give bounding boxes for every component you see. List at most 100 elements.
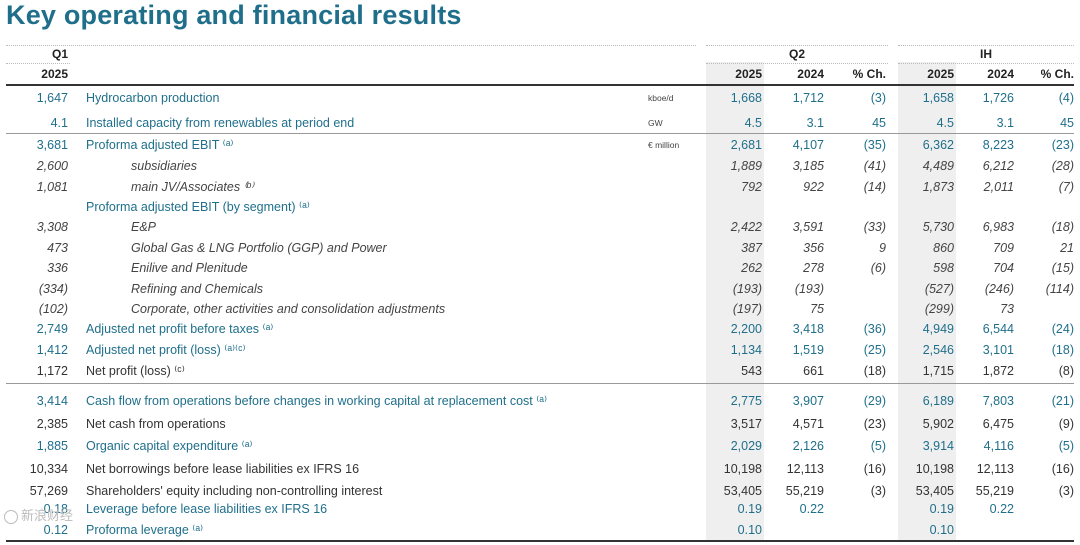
section-rule-1 [6,133,1074,134]
table-bottom-rule [6,540,1074,542]
table-row: 3,681 Proforma adjusted EBIT ⁽ᵃ⁾ € million… [0,135,1080,155]
row-h1-2025: 6,362 [922,138,954,152]
row-q2-change: 45 [872,116,886,130]
table-row: 1,885 Organic capital expenditure ⁽ᵃ⁾ 2,02… [0,436,1080,456]
row-q2-2025: 387 [741,241,762,255]
row-q1-value: 336 [47,261,68,275]
row-h1-change: (16) [1051,462,1074,476]
row-h1-2024: 6,475 [982,417,1014,431]
row-q2-2025: 2,200 [730,322,762,336]
row-q2-change: (33) [863,220,886,234]
row-q2-2025: (193) [732,282,762,296]
row-q1-value: 4.1 [50,116,68,130]
table-row: 2,600 subsidiaries 1,889 3,185 (41) 4,489 6,21… [0,156,1080,176]
row-q1-value: 473 [47,241,68,255]
row-q2-2024: (193) [794,282,824,296]
row-q2-change: (41) [863,159,886,173]
q1-year-header: 2025 [41,67,68,81]
row-q2-change: (14) [863,180,886,194]
row-h1-2024: 2,011 [983,180,1014,194]
row-h1-2024: 704 [993,261,1014,275]
q2-header: Q2 [788,47,805,61]
row-q2-2024: 12,113 [786,462,824,476]
row-q1-value: 0.12 [43,523,68,537]
table-row: 57,269 Shareholders' equity including non… [0,481,1080,501]
row-h1-change: (114) [1045,282,1074,296]
row-q2-2025: 2,775 [730,394,762,408]
table-row: 1,412 Adjusted net profit (loss) ⁽ᵃ⁾⁽ᶜ⁾ 1,… [0,340,1080,360]
row-h1-2025: 1,715 [922,364,954,378]
row-label: Adjusted net profit before taxes ⁽ᵃ⁾ [86,322,274,336]
row-q2-2025: 4.5 [744,116,762,130]
row-label: subsidiaries [131,159,198,173]
row-h1-change: 21 [1060,241,1074,255]
row-q1-value: 1,412 [36,343,68,357]
row-q2-2024: 75 [810,302,824,316]
table-row: 1,081 main JV/Associates ⁽ᵇ⁾ 792 922 (14) 1,8… [0,177,1080,197]
row-h1-change: (7) [1058,180,1074,194]
row-h1-2025: 4.5 [936,116,954,130]
row-q2-2024: 356 [803,241,824,255]
table-row: 2,749 Adjusted net profit before taxes ⁽ᵃ… [0,319,1080,339]
table-row: 1,172 Net profit (loss) ⁽ᶜ⁾ 543 661 (18) 1,71… [0,361,1080,381]
table-row: 3,414 Cash flow from operations before ch… [0,391,1080,411]
h1-header: IH [980,47,992,61]
table-row: 4.1 Installed capacity from renewables at… [0,113,1080,133]
row-q2-2025: 543 [741,364,762,378]
row-h1-2025: 53,405 [915,484,954,498]
row-q2-2024: 55,219 [785,484,824,498]
row-h1-change: (4) [1058,91,1074,105]
row-q1-value: 2,749 [36,322,68,336]
row-h1-2024: 6,212 [982,159,1014,173]
table-row: 0.12 Proforma leverage ⁽ᵃ⁾ 0.10 0.10 [0,520,1080,540]
row-q1-value: 3,308 [36,220,68,234]
row-q2-2025: 1,668 [730,91,762,105]
row-h1-2024: 7,803 [982,394,1014,408]
h1-2025-header: 2025 [927,67,954,81]
row-q2-change: (35) [863,138,886,152]
row-h1-2024: 709 [993,241,1014,255]
row-h1-2025: 1,873 [922,180,954,194]
row-q1-value: 3,681 [36,138,68,152]
row-h1-change: (21) [1051,394,1074,408]
row-label: Enilive and Plenitude [131,261,248,275]
row-q1-value: 10,334 [29,462,68,476]
table-row: 2,385 Net cash from operations 3,517 4,571 (… [0,414,1080,434]
row-h1-2025: 4,949 [922,322,954,336]
row-h1-2024: 6,544 [982,322,1014,336]
q1-header-rule [6,45,696,46]
row-q2-2025: 0.10 [737,523,762,537]
table-row: 336 Enilive and Plenitude 262 278 (6) 598 704 (… [0,258,1080,278]
row-q1-value: 0.18 [43,502,68,516]
row-q1-value: 3,414 [36,394,68,408]
row-h1-2024: 0.22 [989,502,1014,516]
h1-pct-header: % Ch. [1040,67,1074,81]
table-row: 0.18 Leverage before lease liabilities ex… [0,499,1080,519]
row-q2-2025: 1,889 [730,159,762,173]
table-row: (102) Corporate, other activities and con… [0,299,1080,319]
row-h1-2025: 598 [933,261,954,275]
row-label: Corporate, other activities and consolid… [131,302,446,316]
row-q2-change: (29) [863,394,886,408]
row-h1-2025: 5,730 [922,220,954,234]
row-h1-2025: (527) [924,282,954,296]
row-h1-2024: 3,101 [982,343,1014,357]
row-label: main JV/Associates ⁽ᵇ⁾ [131,180,254,194]
table-row: Proforma adjusted EBIT (by segment) ⁽ᵃ⁾ [0,197,1080,217]
row-label: Proforma adjusted EBIT (by segment) ⁽ᵃ⁾ [86,200,310,214]
row-label: Net profit (loss) ⁽ᶜ⁾ [86,364,185,378]
row-q1-value: (102) [38,302,68,316]
row-h1-2025: 1,658 [922,91,954,105]
row-q2-2024: 3,591 [792,220,824,234]
q2-2024-header: 2024 [797,67,824,81]
row-q2-2025: 0.19 [737,502,762,516]
row-q2-change: (5) [870,439,886,453]
row-h1-2024: 1,872 [982,364,1014,378]
row-h1-2025: 2,546 [922,343,954,357]
q2-header-rule [706,45,888,46]
row-label: Adjusted net profit (loss) ⁽ᵃ⁾⁽ᶜ⁾ [86,343,246,357]
row-label: Refining and Chemicals [131,282,264,296]
row-q2-2025: 262 [741,261,762,275]
q2-pct-header: % Ch. [852,67,886,81]
row-q2-2024: 1,712 [792,91,824,105]
